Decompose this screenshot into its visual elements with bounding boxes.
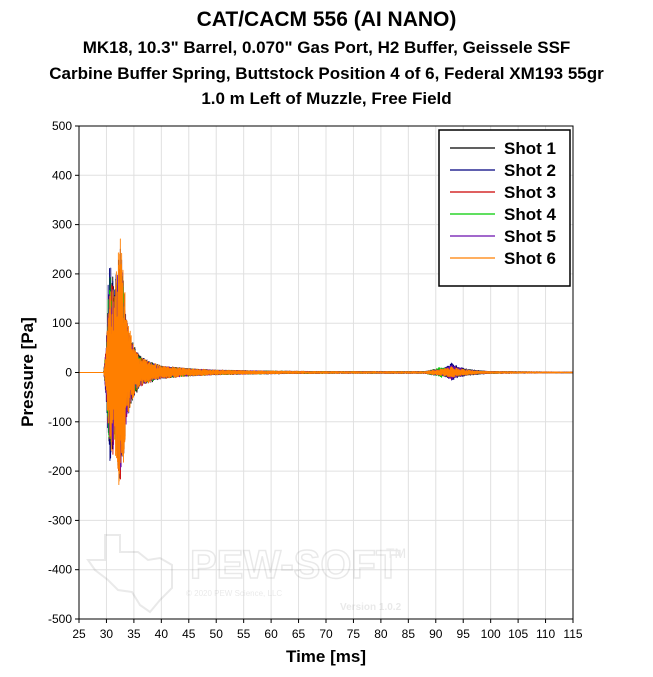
x-tick-label: 100 <box>481 627 501 641</box>
chart-subtitle-line-1: MK18, 10.3" Barrel, 0.070" Gas Port, H2 … <box>82 38 571 57</box>
texas-outline-logo <box>86 534 173 614</box>
x-tick-label: 60 <box>264 627 278 641</box>
x-axis-ticks: 25 30 35 40 45 50 55 60 65 70 75 80 85 90 95 100 105 110 1… <box>72 619 583 641</box>
legend-label-shot-2: Shot 2 <box>504 161 556 180</box>
y-tick-label: 0 <box>65 366 72 380</box>
chart-subtitle-line-3: 1.0 m Left of Muzzle, Free Field <box>201 89 452 108</box>
legend-label-shot-3: Shot 3 <box>504 183 556 202</box>
x-tick-label: 65 <box>292 627 306 641</box>
watermark-trademark: TM <box>386 545 406 561</box>
legend-label-shot-4: Shot 4 <box>504 205 556 224</box>
x-tick-label: 110 <box>536 627 555 641</box>
legend-label-shot-6: Shot 6 <box>504 249 556 268</box>
y-tick-label: 500 <box>52 119 72 133</box>
x-tick-label: 55 <box>237 627 251 641</box>
chart-title: CAT/CACM 556 (AI NANO) <box>196 8 457 31</box>
y-tick-label: 300 <box>52 218 72 232</box>
x-tick-label: 75 <box>347 627 361 641</box>
x-axis-label: Time [ms] <box>286 647 366 666</box>
y-axis-ticks: 500 400 300 200 100 0 -100 -200 -300 -400 -500 <box>48 119 79 626</box>
x-tick-label: 90 <box>429 627 443 641</box>
y-tick-label: 100 <box>52 316 72 330</box>
x-tick-label: 25 <box>72 627 86 641</box>
x-tick-label: 85 <box>402 627 416 641</box>
y-tick-label: -300 <box>48 513 72 527</box>
x-tick-label: 115 <box>563 627 582 641</box>
series-layer <box>78 238 574 486</box>
x-tick-label: 50 <box>210 627 224 641</box>
series-line-shot-6 <box>78 238 574 486</box>
y-tick-label: -100 <box>48 415 72 429</box>
legend-label-shot-5: Shot 5 <box>504 227 556 246</box>
x-tick-label: 30 <box>100 627 114 641</box>
y-axis-label: Pressure [Pa] <box>18 317 37 427</box>
x-tick-label: 45 <box>182 627 196 641</box>
legend: Shot 1 Shot 2 Shot 3 Shot 4 Shot 5 Shot 6 <box>438 129 571 287</box>
watermark-brand: PEW-SOFT <box>190 543 400 587</box>
x-tick-label: 35 <box>127 627 141 641</box>
y-tick-label: 200 <box>52 267 72 281</box>
legend-box <box>438 129 571 287</box>
x-tick-label: 40 <box>155 627 169 641</box>
x-tick-label: 70 <box>319 627 333 641</box>
y-tick-label: -400 <box>48 563 72 577</box>
legend-label-shot-1: Shot 1 <box>504 139 556 158</box>
y-tick-label: 400 <box>52 168 72 182</box>
x-tick-label: 95 <box>457 627 471 641</box>
x-tick-label: 80 <box>374 627 388 641</box>
watermark-copyright: © 2020 PEW Science, LLC <box>186 589 282 598</box>
y-tick-label: -200 <box>48 464 72 478</box>
chart-subtitle-line-2: Carbine Buffer Spring, Buttstock Positio… <box>49 64 604 83</box>
watermark: PEW-SOFT TM © 2020 PEW Science, LLC Vers… <box>86 534 406 614</box>
x-tick-label: 105 <box>508 627 528 641</box>
watermark-version: Version 1.0.2 <box>340 602 402 613</box>
y-tick-label: -500 <box>48 612 72 626</box>
